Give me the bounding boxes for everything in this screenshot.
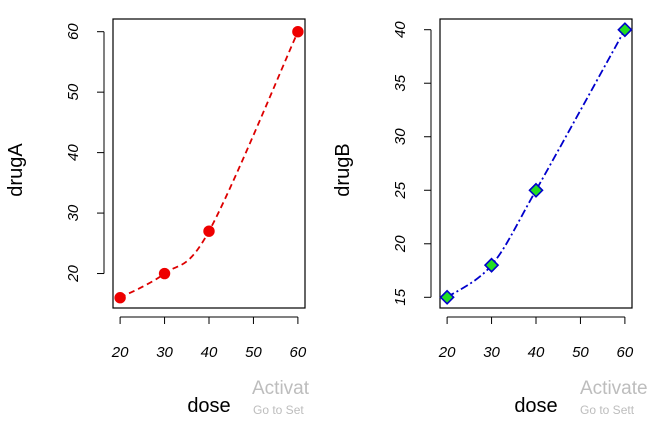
drugA-x-tick-label: 50 bbox=[245, 344, 262, 361]
drugB-y-tick-label: 35 bbox=[392, 74, 409, 91]
activation-watermark-subtitle-right: Go to Sett bbox=[580, 403, 635, 417]
drugB-plot-frame bbox=[439, 18, 633, 309]
drugB-data-point bbox=[617, 22, 633, 38]
activation-watermark-subtitle-left: Go to Set bbox=[253, 403, 304, 417]
drugB-x-tick-label: 50 bbox=[572, 344, 589, 361]
activation-watermark-title-right: Activate bbox=[580, 378, 647, 399]
drugA-plot-frame bbox=[112, 18, 306, 309]
drugA-data-point bbox=[114, 292, 126, 304]
drugB-data-point bbox=[528, 182, 544, 198]
drugB-y-axis-title: drugB bbox=[332, 143, 354, 196]
drugB-y-tick-label: 25 bbox=[392, 181, 409, 199]
drugB-x-tick-label: 60 bbox=[617, 344, 634, 361]
activation-watermark-title-left: Activat bbox=[252, 378, 310, 399]
drugB-series-line bbox=[446, 29, 626, 299]
drugA-x-tick-label: 20 bbox=[111, 344, 129, 361]
drugB-x-tick-label: 30 bbox=[483, 344, 500, 361]
drugB-x-tick-label: 40 bbox=[528, 344, 545, 361]
drugA-data-point bbox=[203, 225, 215, 237]
drugB-data-point bbox=[483, 257, 500, 273]
drugA-y-tick-label: 40 bbox=[65, 144, 82, 161]
drugA-x-tick-label: 40 bbox=[201, 344, 218, 361]
drugB-y-tick-label: 20 bbox=[392, 235, 409, 253]
drugA-series-line bbox=[119, 31, 299, 299]
drugA-x-tick-label: 60 bbox=[290, 344, 307, 361]
drugA-x-axis-title: dose bbox=[187, 395, 230, 417]
drugB-x-tick-label: 20 bbox=[438, 344, 456, 361]
drugA-y-tick-label: 60 bbox=[65, 23, 82, 40]
drugA-y-tick-label: 30 bbox=[65, 204, 82, 221]
drugB-data-point bbox=[439, 289, 455, 305]
drugA-y-axis-title: drugA bbox=[5, 143, 27, 197]
drugB-y-tick-label: 15 bbox=[392, 288, 409, 305]
drugA-data-point bbox=[158, 267, 171, 280]
drugB-y-tick-label: 40 bbox=[392, 21, 409, 38]
drugB-x-axis-title: dose bbox=[514, 395, 557, 417]
drugA-y-tick-label: 50 bbox=[65, 83, 82, 100]
drugB-y-tick-label: 30 bbox=[392, 128, 409, 145]
drugA-y-tick-label: 20 bbox=[65, 265, 82, 283]
drugA-x-tick-label: 30 bbox=[156, 344, 173, 361]
drugA-data-point bbox=[292, 25, 304, 38]
